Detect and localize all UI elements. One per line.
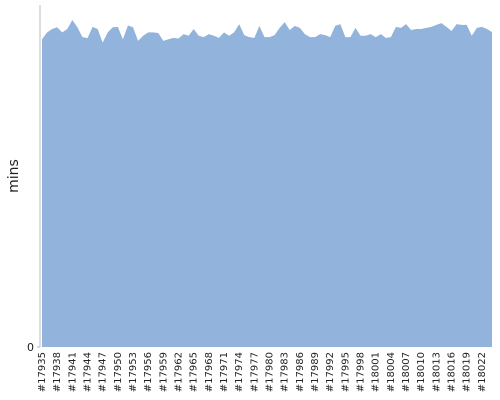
x-tick-label: #18001 <box>371 352 382 392</box>
x-tick-label: #17935 <box>37 352 48 392</box>
x-tick-label: #18004 <box>386 352 397 392</box>
x-tick-label: #17995 <box>340 352 351 392</box>
y-axis-label: mins <box>6 159 22 193</box>
x-tick-label: #17953 <box>128 352 139 392</box>
x-tick-label: #17992 <box>325 352 336 392</box>
area <box>42 20 492 347</box>
x-tick-label: #17956 <box>143 352 154 392</box>
x-tick-label: #18010 <box>416 352 427 392</box>
x-tick-label: #17986 <box>295 352 306 392</box>
x-tick-label: #17980 <box>265 352 276 392</box>
x-tick-label: #17971 <box>219 352 230 392</box>
y-tick-label: 0 <box>27 341 34 354</box>
x-tick-label: #17977 <box>249 352 260 392</box>
x-tick-label: #17941 <box>67 352 78 392</box>
x-tick-label: #18016 <box>447 352 458 392</box>
x-tick-label: #18007 <box>401 352 412 392</box>
x-tick-label: #17959 <box>158 352 169 392</box>
x-tick-label: #18013 <box>431 352 442 392</box>
x-tick-label: #17974 <box>234 352 245 392</box>
x-tick-label: #18022 <box>477 352 488 392</box>
x-tick-label: #17947 <box>98 352 109 392</box>
x-tick-label: #17938 <box>52 352 63 392</box>
x-tick-label: #17983 <box>280 352 291 392</box>
x-tick-label: #17989 <box>310 352 321 392</box>
x-tick-label: #17944 <box>83 352 94 392</box>
x-tick-label: #17965 <box>189 352 200 392</box>
x-tick-label: #17950 <box>113 352 124 392</box>
x-tick-label: #17968 <box>204 352 215 392</box>
x-tick-label: #17962 <box>174 352 185 392</box>
x-tick-label: #17998 <box>356 352 367 392</box>
x-tick-label: #18019 <box>462 352 473 392</box>
